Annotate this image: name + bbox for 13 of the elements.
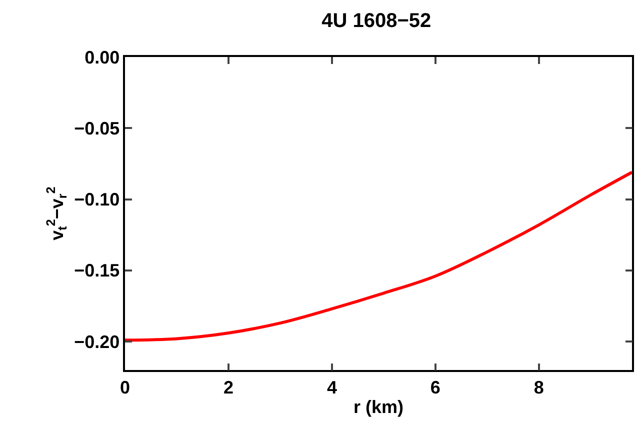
x-axis-title: r (km) [353,396,404,417]
y-tick-label: 0.00 [84,47,120,68]
line-series [125,170,632,342]
y-tick-label: −0.10 [74,190,120,210]
y-tick-label: −0.05 [74,118,120,138]
x-tick-label: 8 [534,377,544,398]
chart-title: 4U 1608−52 [322,10,432,32]
x-tick-label: 2 [223,377,234,398]
x-tick-label: 0 [120,377,130,398]
x-tick-label: 6 [430,377,440,398]
y-tick-label: −0.15 [74,260,120,281]
y-tick-label: −0.20 [74,332,120,352]
x-tick-label: 4 [326,377,337,398]
